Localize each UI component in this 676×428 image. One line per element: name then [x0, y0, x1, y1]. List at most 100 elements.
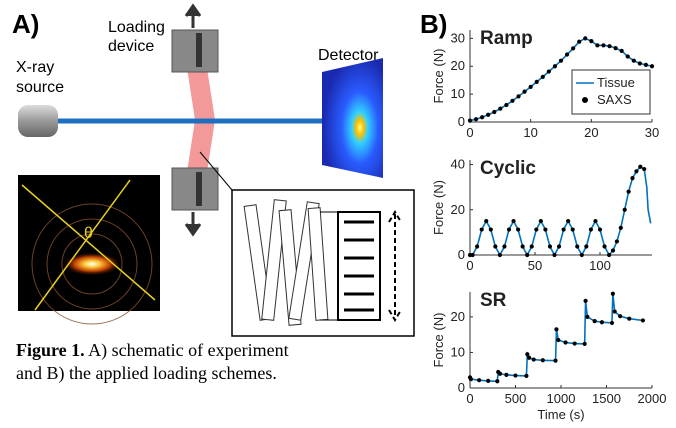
data-point: [552, 252, 557, 258]
angle-label: θ: [84, 225, 93, 242]
data-point: [622, 207, 627, 212]
guide-line: [34, 179, 131, 311]
data-point: [649, 64, 655, 69]
y-tick-label: 20: [451, 58, 465, 73]
data-point: [597, 227, 603, 232]
data-point: [619, 48, 624, 54]
x-tick-label: 0: [466, 258, 473, 273]
y-axis-label: Force (N): [431, 180, 446, 235]
grip-slot: [196, 172, 202, 206]
data-point: [579, 252, 584, 258]
data-point: [468, 377, 474, 382]
data-point: [589, 39, 594, 44]
data-point: [595, 43, 600, 48]
arrow: [184, 212, 202, 237]
data-point: [546, 69, 551, 74]
data-point: [627, 316, 632, 321]
fibril-zoom: [337, 211, 381, 321]
legend-swatch: [582, 97, 588, 103]
data-point: [625, 54, 630, 59]
data-point: [467, 118, 473, 123]
data-point: [524, 373, 529, 379]
data-point: [566, 218, 571, 224]
data-point: [554, 327, 559, 332]
data-point: [480, 115, 485, 120]
x-tick-label: 20: [584, 125, 598, 140]
data-point: [522, 89, 527, 94]
x-tick-label: 500: [505, 391, 527, 406]
data-point: [540, 358, 545, 363]
data-point: [582, 341, 587, 347]
data-point: [479, 227, 484, 232]
y-tick-label: 30: [451, 30, 465, 45]
data-point: [477, 378, 482, 383]
label: Detector: [318, 47, 379, 64]
strain-arrow: [388, 210, 402, 322]
data-point: [610, 248, 616, 253]
data-point: [492, 109, 497, 115]
data-point: [538, 218, 543, 224]
data-point: [527, 355, 532, 360]
data-point: [531, 357, 536, 362]
data-point: [513, 373, 518, 378]
data-point: [484, 218, 489, 224]
y-axis-label: Force (N): [431, 49, 446, 104]
panel-label: B): [420, 9, 447, 39]
caption: Figure 1. A) schematic of experiment and …: [16, 340, 289, 384]
chart-title: Cyclic: [480, 158, 536, 179]
data-point: [486, 378, 491, 383]
data-point: [626, 189, 631, 194]
data-point: [520, 244, 525, 249]
data-point: [534, 79, 539, 84]
rings: [31, 203, 153, 325]
data-point: [599, 320, 605, 325]
data-point: [470, 252, 475, 258]
arrow: [184, 3, 202, 28]
data-point: [618, 225, 623, 230]
data-point: [498, 106, 503, 111]
x-tick-label: 50: [528, 258, 542, 273]
legend-label: Tissue: [597, 75, 635, 90]
y-tick-label: 40: [451, 157, 465, 172]
detector: [322, 58, 383, 178]
data-point: [618, 314, 623, 319]
data-point: [502, 244, 507, 249]
data-point: [642, 166, 647, 172]
data-point: [630, 175, 635, 181]
data-point: [592, 319, 597, 324]
guide-line: [21, 184, 156, 301]
data-point: [486, 112, 491, 117]
data-point: [571, 46, 576, 51]
y-axis-label: Force (N): [431, 313, 446, 368]
chart-title: Ramp: [480, 28, 533, 49]
data-point: [593, 218, 598, 224]
x-tick-label: 2000: [638, 391, 667, 406]
data-point: [475, 244, 480, 249]
data-point: [556, 337, 561, 343]
data-point: [495, 379, 500, 384]
x-tick-label: 1500: [592, 391, 621, 406]
data-point: [504, 102, 509, 108]
data-point: [504, 372, 509, 377]
data-point: [558, 58, 564, 63]
data-point: [583, 36, 588, 41]
data-point: [575, 244, 580, 249]
data-point: [572, 341, 577, 346]
data-point: [552, 64, 558, 69]
pointer: [199, 151, 233, 191]
x-tick-label: 30: [645, 125, 659, 140]
data-point: [631, 58, 636, 63]
data-point: [570, 227, 575, 232]
y-tick-label: 10: [451, 344, 465, 359]
schematic: A) Loading device X-ray source Detector θ: [12, 3, 447, 384]
data-point: [607, 252, 612, 258]
x-tick-label: 0: [466, 125, 473, 140]
data-point: [583, 298, 588, 303]
panel-label: A): [12, 9, 39, 39]
data-point: [553, 358, 558, 363]
data-point: [563, 340, 568, 345]
data-point: [525, 252, 530, 258]
data-point: [643, 62, 649, 67]
data-point: [561, 227, 566, 232]
data-point: [612, 309, 617, 314]
